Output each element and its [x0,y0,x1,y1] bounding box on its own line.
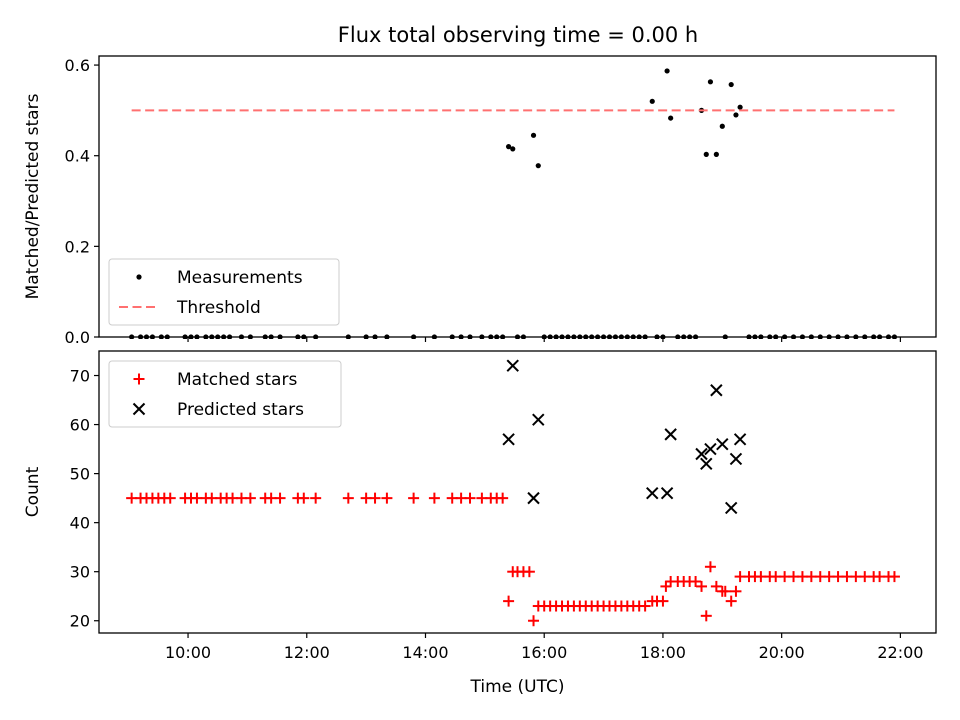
predicted-stars-point [532,413,545,426]
matched-stars-point [888,571,900,583]
y-tick-label: 0.4 [65,147,90,166]
legend-box [108,360,342,428]
predicted-stars-point [729,452,743,466]
measurement-point [510,146,516,152]
predicted-stars-point [660,487,674,500]
predicted-stars-point [716,437,729,451]
predicted-stars-point [664,428,677,441]
matched-stars-point [408,492,420,504]
predicted-stars-point [710,384,723,397]
matched-stars-point [428,492,440,504]
y-tick-label: 70 [70,367,90,386]
predicted-stars-point [646,487,659,500]
measurement-point [719,123,725,129]
x-tick-label: 16:00 [521,643,567,662]
matched-stars-point [381,492,393,504]
predicted-stars-point [695,447,708,461]
legend-measurement-marker [136,274,142,280]
y-tick-label: 40 [70,514,90,533]
predicted-stars-point [704,442,717,456]
y-tick-label: 50 [70,465,90,484]
measurement-point [668,115,674,121]
measurement-point [737,104,743,110]
matched-stars-point [369,492,381,504]
y-tick-label: 0.6 [65,56,90,75]
measurement-point [703,151,709,157]
matched-stars-point [298,492,310,504]
count-panel: 20 30 40 50 60 70 10:00 12:00 14:00 16:00 18:00 20:… [23,350,937,697]
legend-label: Measurements [177,268,303,288]
measurement-point [713,151,719,157]
matched-stars-point [704,561,716,573]
y-tick-label: 0.0 [65,328,90,347]
predicted-stars-point [724,501,738,515]
plot-area [126,359,900,627]
matched-stars-point [274,492,286,504]
measurement-point [649,98,655,104]
measurement-point [535,163,541,169]
matched-stars-point [528,615,540,627]
ratio-panel: 0.0 0.2 0.4 0.6 Matched/Predicted stars Measu… [23,55,937,347]
measurement-point [505,144,512,150]
matched-stars-point [503,595,515,607]
x-axis-label: Time (UTC) [470,677,565,697]
matched-stars-point [700,610,712,622]
matched-stars-point [690,576,702,588]
y-axis-label: Count [23,466,43,517]
x-tick-label: 14:00 [402,643,448,662]
matched-stars-point [725,595,737,607]
matched-stars-point [639,600,651,612]
axes-frame [98,55,937,338]
predicted-stars-point [502,433,515,446]
matched-stars-point [164,492,176,504]
measurement-point [530,132,537,138]
y-axis-label: Matched/Predicted stars [23,93,43,299]
matched-stars-point [657,595,669,607]
matched-stars-point [464,492,476,504]
matched-stars-point [310,492,322,504]
matched-stars-point [719,585,731,597]
matched-stars-point [730,585,742,597]
legend: Matched stars Predicted stars [108,360,342,428]
x-tick-label: 12:00 [284,643,330,662]
legend-label: Threshold [176,298,261,318]
measurement-point [664,68,670,74]
measurement-point [707,79,714,85]
matched-stars-point [710,580,722,592]
predicted-stars-point [527,491,540,505]
measurement-point [733,112,739,118]
matched-stars-point [342,492,354,504]
predicted-stars-point [733,433,747,446]
x-tick-label: 10:00 [165,643,211,662]
y-tick-label: 60 [70,416,90,435]
axes-frame [98,350,937,634]
x-tick-label: 18:00 [640,643,686,662]
y-tick-label: 20 [70,612,90,631]
matched-stars-point [497,492,509,504]
x-tick-label: 22:00 [877,643,923,662]
matched-stars-point [660,580,672,592]
measurement-point [728,81,734,88]
matched-stars-point [523,566,535,578]
predicted-stars-point [506,359,519,372]
legend-predicted-marker [132,402,146,416]
matched-stars-point [244,492,256,504]
legend-box [108,258,340,326]
chart-title: Flux total observing time = 0.00 h [338,23,698,47]
matched-stars-point [696,580,708,592]
legend-label: Predicted stars [177,400,304,420]
x-tick-label: 20:00 [759,643,805,662]
y-tick-label: 0.2 [65,237,90,256]
predicted-stars-point [700,457,713,471]
legend: Measurements Threshold [108,258,340,326]
y-tick-label: 30 [70,563,90,582]
legend-label: Matched stars [177,370,297,390]
